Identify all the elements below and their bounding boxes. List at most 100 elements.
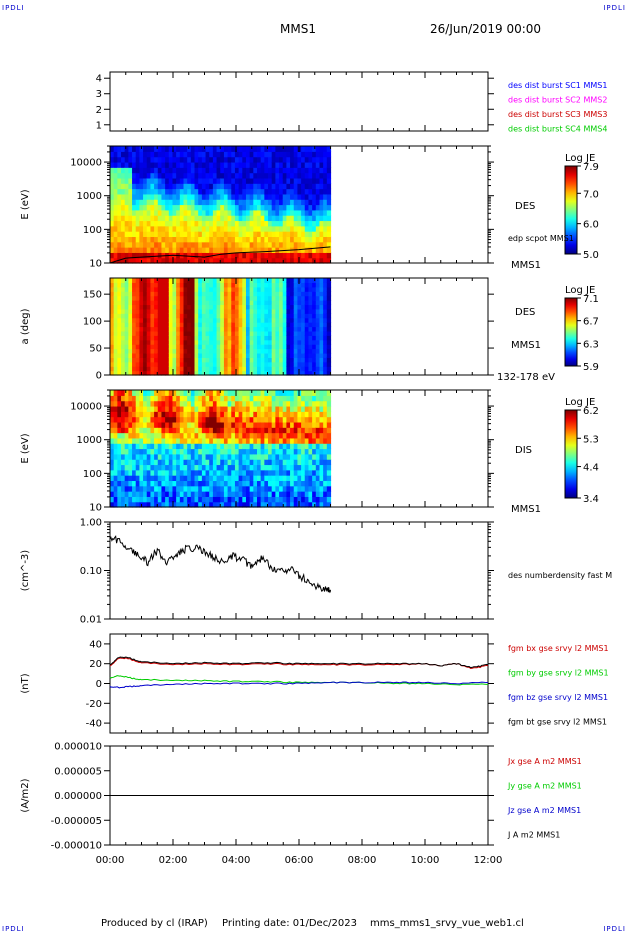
heatmap-cell	[238, 199, 243, 206]
heatmap-cell	[157, 304, 163, 310]
heatmap-cell	[323, 291, 328, 297]
heatmap-cell	[205, 366, 210, 372]
heatmap-cell	[293, 308, 299, 314]
heatmap-cell	[132, 225, 137, 232]
heatmap-cell	[168, 432, 174, 439]
heatmap-cell	[301, 357, 306, 363]
heatmap-cell	[271, 236, 276, 243]
heatmap-cell	[216, 161, 221, 168]
heatmap-cell	[279, 330, 284, 336]
heatmap-cell	[132, 405, 137, 412]
heatmap-cell	[176, 475, 181, 482]
heatmap-cell	[323, 405, 328, 412]
heatmap-cell	[139, 352, 144, 358]
heatmap-cell	[249, 464, 254, 471]
heatmap-cell	[279, 448, 284, 455]
heatmap-cell	[110, 390, 115, 396]
heatmap-cell	[201, 348, 207, 354]
heatmap-cell	[135, 437, 140, 444]
heatmap-cell	[216, 390, 221, 396]
heatmap-cell	[201, 209, 207, 216]
heatmap-cell	[271, 215, 276, 222]
heatmap-cell	[293, 151, 299, 158]
heatmap-cell	[205, 300, 210, 306]
heatmap-cell	[260, 326, 265, 332]
heatmap-cell	[275, 313, 280, 319]
heatmap-cell	[271, 390, 276, 396]
heatmap-cell	[242, 215, 247, 222]
heatmap-cell	[194, 300, 199, 306]
heatmap-cell	[135, 177, 140, 184]
heatmap-cell	[183, 295, 188, 301]
heatmap-cell	[257, 370, 262, 376]
heatmap-cell	[264, 335, 269, 341]
heatmap-cell	[234, 348, 240, 354]
heatmap-cell	[150, 317, 155, 323]
heatmap-cell	[242, 326, 247, 332]
heatmap-cell	[216, 183, 221, 190]
heatmap-cell	[198, 247, 203, 253]
heatmap-cell	[117, 366, 122, 372]
heatmap-cell	[304, 427, 310, 434]
heatmap-cell	[194, 464, 199, 471]
heatmap-cell	[183, 193, 188, 200]
heatmap-cell	[312, 443, 317, 450]
heatmap-cell	[216, 193, 221, 200]
heatmap-cell	[198, 469, 203, 476]
heatmap-cell	[245, 241, 251, 248]
heatmap-cell	[234, 313, 240, 319]
heatmap-cell	[143, 432, 148, 439]
heatmap-cell	[249, 291, 254, 297]
heatmap-cell	[121, 395, 126, 402]
heatmap-cell	[245, 352, 251, 358]
heatmap-cell	[220, 453, 225, 460]
heatmap-cell	[301, 326, 306, 332]
heatmap-cell	[154, 348, 159, 354]
heatmap-cell	[253, 453, 258, 460]
heatmap-cell	[290, 252, 295, 259]
heatmap-cell	[304, 204, 310, 211]
heatmap-cell	[139, 204, 144, 211]
heatmap-cell	[249, 357, 254, 363]
heatmap-cell	[271, 475, 276, 482]
heatmap-cell	[323, 352, 328, 358]
heatmap-cell	[179, 501, 185, 508]
heatmap-cell	[282, 313, 287, 319]
heatmap-cell	[231, 437, 236, 444]
heatmap-cell	[212, 199, 218, 206]
heatmap-cell	[245, 167, 251, 174]
heatmap-cell	[323, 172, 328, 179]
heatmap-cell	[212, 286, 218, 292]
heatmap-cell	[132, 161, 137, 168]
heatmap-cell	[132, 172, 137, 179]
heatmap-cell	[168, 496, 174, 503]
heatmap-cell	[260, 390, 265, 396]
heatmap-cell	[238, 257, 243, 264]
heatmap-cell	[260, 295, 265, 301]
heatmap-cell	[201, 291, 207, 297]
heatmap-cell	[279, 339, 284, 345]
heatmap-cell	[205, 209, 210, 216]
heatmap-cell	[128, 421, 133, 428]
heatmap-cell	[220, 405, 225, 412]
heatmap-cell	[128, 151, 133, 158]
heatmap-cell	[168, 151, 174, 158]
heatmap-cell	[242, 209, 247, 216]
heatmap-cell	[117, 437, 122, 444]
heatmap-cell	[172, 366, 177, 372]
heatmap-cell	[135, 390, 140, 396]
heatmap-cell	[227, 395, 232, 402]
heatmap-cell	[209, 236, 214, 243]
heatmap-cell	[124, 411, 129, 418]
heatmap-cell	[290, 231, 295, 238]
heatmap-cell	[143, 241, 148, 248]
heatmap-cell	[304, 199, 310, 206]
heatmap-cell	[194, 161, 199, 168]
heatmap-cell	[135, 453, 140, 460]
heatmap-cell	[143, 295, 148, 301]
heatmap-cell	[249, 225, 254, 232]
heatmap-cell	[315, 370, 321, 376]
heatmap-cell	[319, 215, 324, 222]
heatmap-cell	[172, 501, 177, 508]
heatmap-cell	[201, 304, 207, 310]
